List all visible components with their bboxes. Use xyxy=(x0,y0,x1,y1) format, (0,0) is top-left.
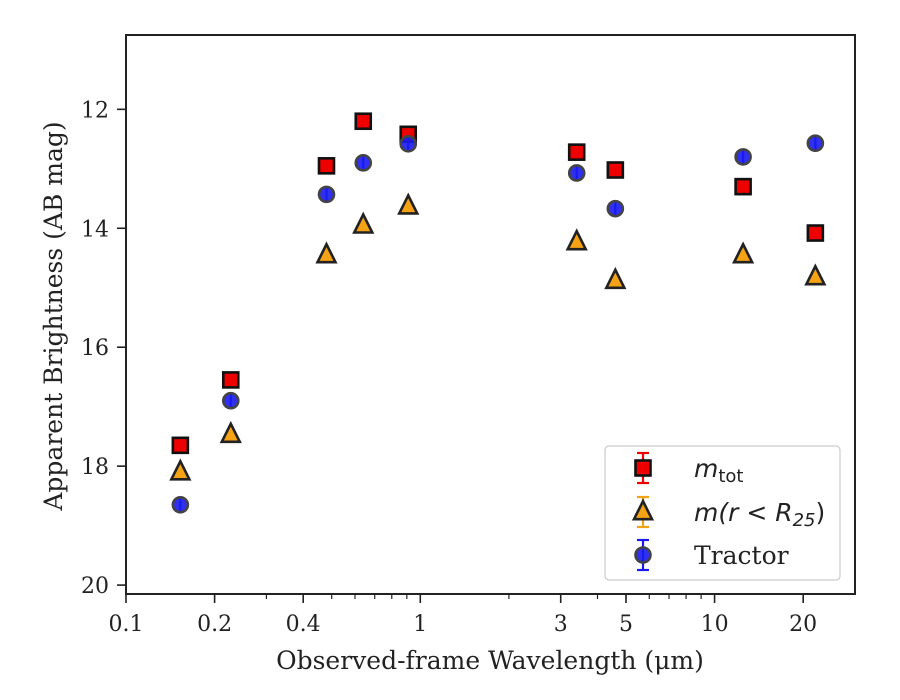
data-point xyxy=(171,436,190,455)
data-point xyxy=(606,161,625,179)
x-tick-label: 0.2 xyxy=(197,612,232,637)
data-point xyxy=(567,143,586,161)
x-tick-label: 3 xyxy=(554,612,568,637)
x-tick-label: 10 xyxy=(701,612,729,637)
data-point xyxy=(221,391,240,410)
series-triangle xyxy=(169,192,827,481)
legend-item: m(r < R25) xyxy=(631,495,825,531)
data-point xyxy=(804,263,827,286)
legend-marker xyxy=(634,546,652,564)
data-point xyxy=(354,112,373,131)
legend: mtot m(r < R25) Tractor xyxy=(604,445,841,581)
data-points xyxy=(169,112,827,514)
data-point xyxy=(732,241,755,264)
data-point xyxy=(397,192,420,215)
data-point xyxy=(567,164,586,182)
y-tick-label: 16 xyxy=(81,336,109,361)
data-point xyxy=(806,224,825,242)
data-point xyxy=(399,135,418,153)
legend-box xyxy=(604,445,841,581)
series-circle xyxy=(171,134,825,514)
legend-label: Tractor xyxy=(694,541,789,570)
x-tick-label: 0.4 xyxy=(286,612,321,637)
legend-label: m(r < R25) xyxy=(694,498,825,531)
data-point xyxy=(734,177,752,196)
x-axis-label: Observed-frame Wavelength (μm) xyxy=(276,646,704,675)
y-axis-label: Apparent Brightness (AB mag) xyxy=(39,121,68,511)
legend-marker xyxy=(631,498,655,521)
data-point xyxy=(317,185,336,204)
legend-item: mtot xyxy=(634,451,744,487)
legend-item: Tractor xyxy=(634,538,789,572)
y-tick-label: 18 xyxy=(81,455,109,480)
data-point xyxy=(315,241,338,264)
series-square xyxy=(171,112,825,455)
axis-ticks xyxy=(117,108,804,603)
tick-labels: 0.1 0.2 0.4 1 3 5 10 20 12 14 16 18 20 xyxy=(81,98,817,637)
legend-marker xyxy=(634,459,652,477)
data-point xyxy=(734,148,752,166)
data-point xyxy=(352,211,375,234)
data-point xyxy=(317,157,336,175)
x-tick-label: 20 xyxy=(789,612,817,637)
data-point xyxy=(219,420,242,444)
data-point xyxy=(171,495,190,514)
y-tick-label: 12 xyxy=(81,98,109,123)
y-tick-label: 20 xyxy=(81,574,109,599)
x-tick-label: 0.1 xyxy=(109,612,144,637)
data-point xyxy=(565,228,588,251)
y-tick-label: 14 xyxy=(81,217,109,242)
legend-label: mtot xyxy=(694,454,744,487)
data-point xyxy=(169,458,192,481)
x-tick-label: 1 xyxy=(413,612,427,637)
data-point xyxy=(606,199,625,218)
data-point xyxy=(806,134,825,153)
data-point xyxy=(604,266,627,290)
data-point xyxy=(221,371,240,389)
data-point xyxy=(354,154,373,172)
x-tick-label: 5 xyxy=(619,612,633,637)
plot-frame xyxy=(125,34,856,595)
